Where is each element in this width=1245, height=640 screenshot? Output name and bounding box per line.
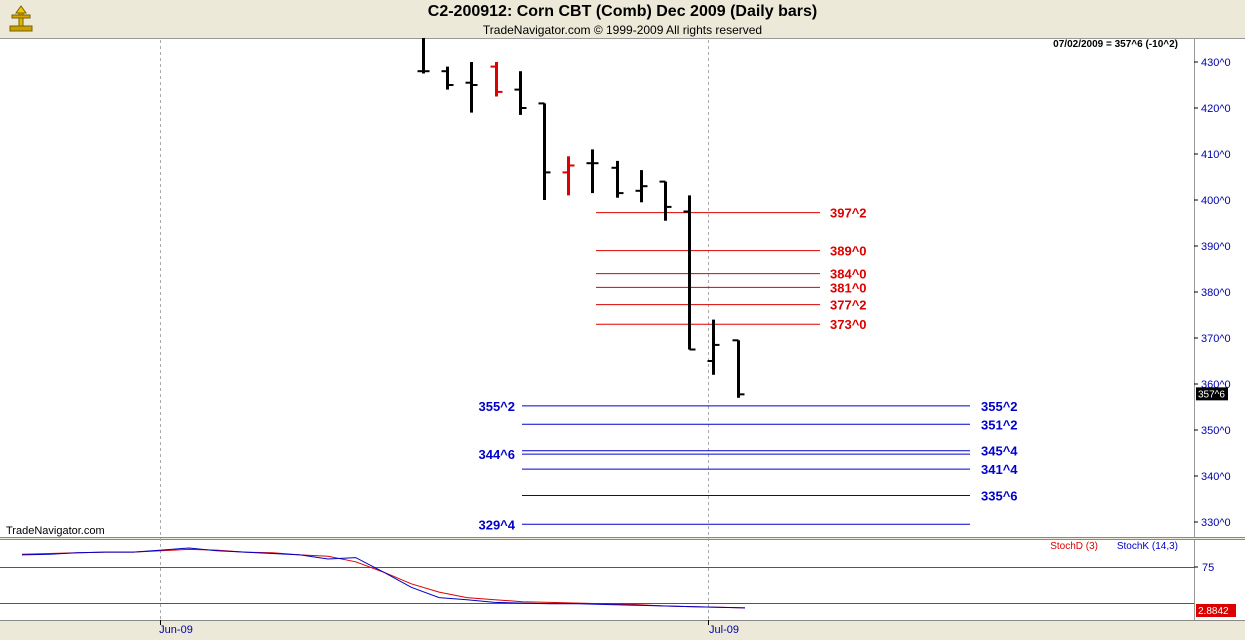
blue-target-label: 335^6	[981, 489, 1018, 504]
blue-target-label: 345^4	[981, 444, 1018, 459]
last-price-label: 357^6	[1198, 389, 1225, 400]
y-tick-label: 410^0	[1201, 149, 1231, 161]
red-target-label: 397^2	[830, 206, 867, 221]
trade-navigator-logo-icon	[6, 4, 36, 34]
red-target-label: 384^0	[830, 267, 867, 282]
blue-target-label: 351^2	[981, 417, 1018, 432]
y-tick-label: 390^0	[1201, 241, 1231, 253]
y-tick-label: 420^0	[1201, 103, 1231, 115]
y-tick-label: 370^0	[1201, 333, 1231, 345]
red-target-label: 377^2	[830, 298, 867, 313]
red-target-label: 381^0	[830, 280, 867, 295]
y-tick-label: 380^0	[1201, 287, 1231, 299]
red-target-label: 389^0	[830, 244, 867, 259]
x-tick-label: Jun-09	[159, 624, 193, 636]
date-axis-bg	[0, 620, 1245, 640]
x-tick-label: Jul-09	[709, 624, 739, 636]
last-price-box	[1196, 387, 1228, 401]
chart-title: C2-200912: Corn CBT (Comb) Dec 2009 (Dai…	[427, 3, 818, 20]
stoch-series-line	[21, 548, 746, 609]
y-tick-label: 340^0	[1201, 471, 1231, 483]
chart-subtitle: TradeNavigator.com © 1999-2009 All right…	[482, 23, 763, 37]
y-tick-label: 400^0	[1201, 195, 1231, 207]
osc-y-tick-label: 75	[1202, 562, 1214, 574]
watermark-text: TradeNavigator.com	[6, 525, 105, 537]
legend-stochk: StochK (14,3)	[1117, 541, 1178, 552]
y-tick-label: 350^0	[1201, 425, 1231, 437]
blue-target-label: 355^2	[981, 399, 1018, 414]
blue-target-label: 341^4	[981, 462, 1018, 477]
osc-last-value-box	[1196, 604, 1236, 617]
y-tick-label: 330^0	[1201, 517, 1231, 529]
blue-target-left-label: 355^2	[478, 399, 515, 414]
last-price-info: 07/02/2009 = 357^6 (-10^2)	[1053, 39, 1178, 50]
y-tick-label: 430^0	[1201, 57, 1231, 69]
stoch-series-line	[21, 547, 746, 609]
red-target-label: 373^0	[830, 317, 867, 332]
legend-stochd: StochD (3)	[1050, 541, 1098, 552]
blue-target-left-label: 344^6	[478, 447, 515, 462]
blue-target-left-label: 329^4	[478, 517, 515, 532]
pane-separator	[0, 537, 1245, 540]
osc-last-value-label: 2.8842	[1198, 606, 1229, 617]
